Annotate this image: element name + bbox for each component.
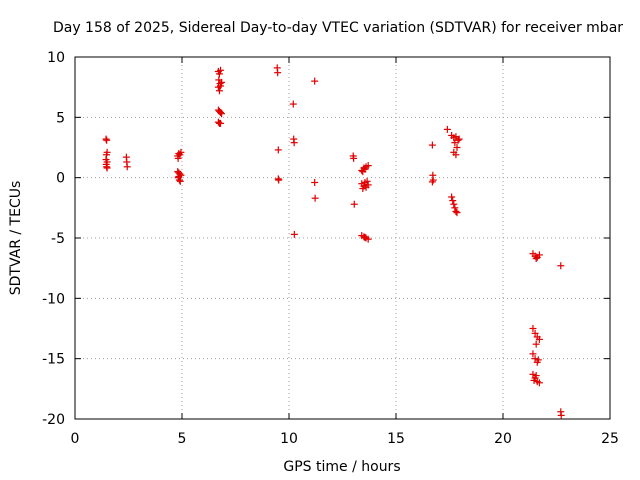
- data-point: [428, 141, 436, 149]
- data-point: [535, 251, 543, 259]
- y-axis-label: SDTVAR / TECUs: [8, 181, 24, 296]
- data-point: [290, 139, 298, 147]
- x-tick-label: 5: [178, 431, 187, 447]
- data-point: [529, 325, 537, 332]
- x-tick-labels: 0 5 10 15 20 25: [71, 431, 619, 447]
- data-point: [175, 176, 183, 184]
- grid-lines: [75, 57, 610, 419]
- y-tick-labels: -20 -15 -10 -5 0 5 10: [42, 50, 65, 428]
- data-point: [450, 200, 458, 208]
- data-point: [455, 135, 463, 143]
- data-point: [290, 230, 298, 238]
- data-point: [103, 136, 111, 144]
- y-tick-label: -10: [42, 291, 65, 307]
- data-point: [449, 197, 457, 205]
- data-point: [532, 372, 540, 380]
- data-point: [532, 255, 540, 263]
- data-point: [363, 177, 371, 185]
- data-point: [274, 146, 282, 154]
- data-point: [361, 233, 369, 241]
- data-point: [218, 110, 226, 118]
- y-tick-label: 0: [56, 171, 65, 187]
- data-point: [311, 194, 319, 202]
- data-point: [350, 200, 358, 208]
- data-point: [531, 355, 539, 363]
- y-tick-label: -15: [42, 352, 65, 368]
- data-points: [102, 64, 565, 419]
- data-point: [364, 162, 372, 170]
- x-tick-label: 20: [494, 431, 512, 447]
- x-tick-label: 0: [71, 431, 80, 447]
- y-tick-label: -5: [51, 231, 65, 247]
- data-point: [218, 78, 226, 86]
- data-point: [361, 165, 369, 173]
- data-point: [289, 100, 297, 108]
- data-point: [453, 209, 461, 217]
- data-point: [174, 154, 182, 162]
- data-point: [452, 207, 460, 215]
- data-point: [443, 125, 451, 133]
- data-point: [530, 376, 538, 384]
- data-point: [531, 329, 539, 337]
- data-point: [453, 144, 461, 151]
- x-tick-label: 10: [280, 431, 298, 447]
- data-point: [529, 370, 537, 378]
- data-point: [557, 262, 565, 270]
- data-point: [311, 178, 319, 186]
- data-point: [102, 135, 110, 143]
- data-point: [176, 177, 184, 185]
- data-point: [217, 66, 225, 74]
- data-point: [311, 77, 319, 85]
- data-point: [448, 193, 456, 201]
- x-tick-label: 15: [387, 431, 405, 447]
- axis-ticks: [74, 56, 611, 420]
- data-point: [103, 164, 111, 172]
- y-tick-label: -20: [42, 412, 65, 428]
- data-point: [217, 119, 225, 127]
- data-point: [534, 356, 542, 364]
- data-point: [451, 204, 459, 212]
- data-point: [529, 350, 537, 358]
- data-point: [452, 151, 460, 159]
- data-point: [350, 154, 358, 162]
- data-point: [175, 172, 183, 180]
- y-tick-label: 10: [47, 50, 65, 66]
- data-point: [428, 178, 436, 186]
- data-point: [123, 163, 131, 171]
- y-tick-label: 5: [56, 110, 65, 126]
- data-point: [275, 176, 283, 184]
- x-axis-label: GPS time / hours: [283, 459, 400, 475]
- data-point: [217, 109, 225, 117]
- data-point: [451, 139, 459, 147]
- data-point: [532, 340, 540, 348]
- data-point: [535, 379, 543, 387]
- data-point: [177, 148, 185, 156]
- data-point: [274, 69, 282, 77]
- chart-title: Day 158 of 2025, Sidereal Day-to-day VTE…: [53, 20, 623, 36]
- data-point: [359, 185, 367, 193]
- data-point: [535, 335, 543, 343]
- data-point: [215, 70, 223, 78]
- data-point: [215, 87, 223, 95]
- data-point: [217, 82, 225, 90]
- x-tick-label: 25: [601, 431, 619, 447]
- data-point: [557, 411, 565, 419]
